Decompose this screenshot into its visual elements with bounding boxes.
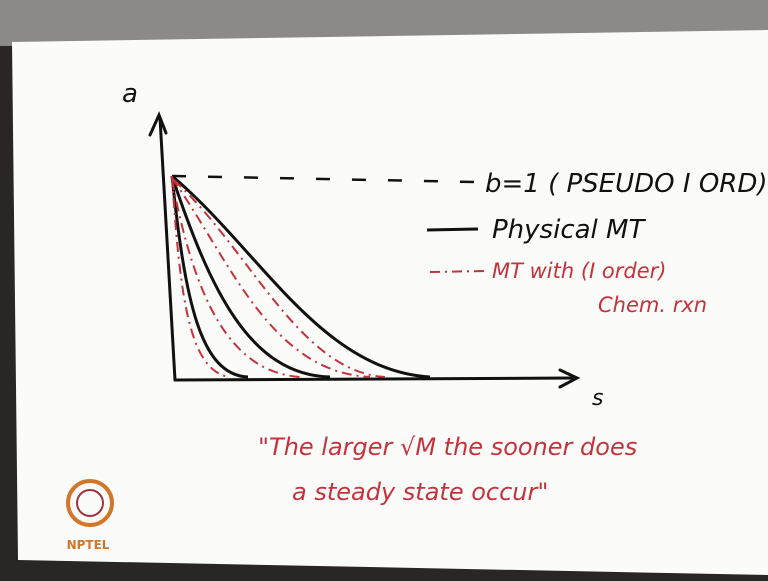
note-line: a steady state occur" — [292, 478, 548, 506]
legend-dashed — [430, 271, 485, 272]
legend-solid-label: Physical MT — [492, 215, 646, 245]
x-axis — [175, 378, 575, 380]
legend-solid — [427, 229, 478, 230]
logo-text: NPTEL — [67, 538, 110, 552]
legend-dashed-label: MT with (I order) — [492, 259, 666, 283]
reference-label: b=1 ( PSEUDO I ORD) — [485, 169, 768, 199]
legend-dashed-label: Chem. rxn — [598, 293, 707, 317]
note-line: "The larger √M the sooner does — [258, 433, 637, 461]
frame: a s b=1 ( PSEUDO I ORD) Physical MT MT w… — [0, 0, 768, 581]
x-label: s — [592, 386, 603, 411]
page: a s b=1 ( PSEUDO I ORD) Physical MT MT w… — [0, 0, 768, 581]
y-label: a — [122, 79, 138, 109]
